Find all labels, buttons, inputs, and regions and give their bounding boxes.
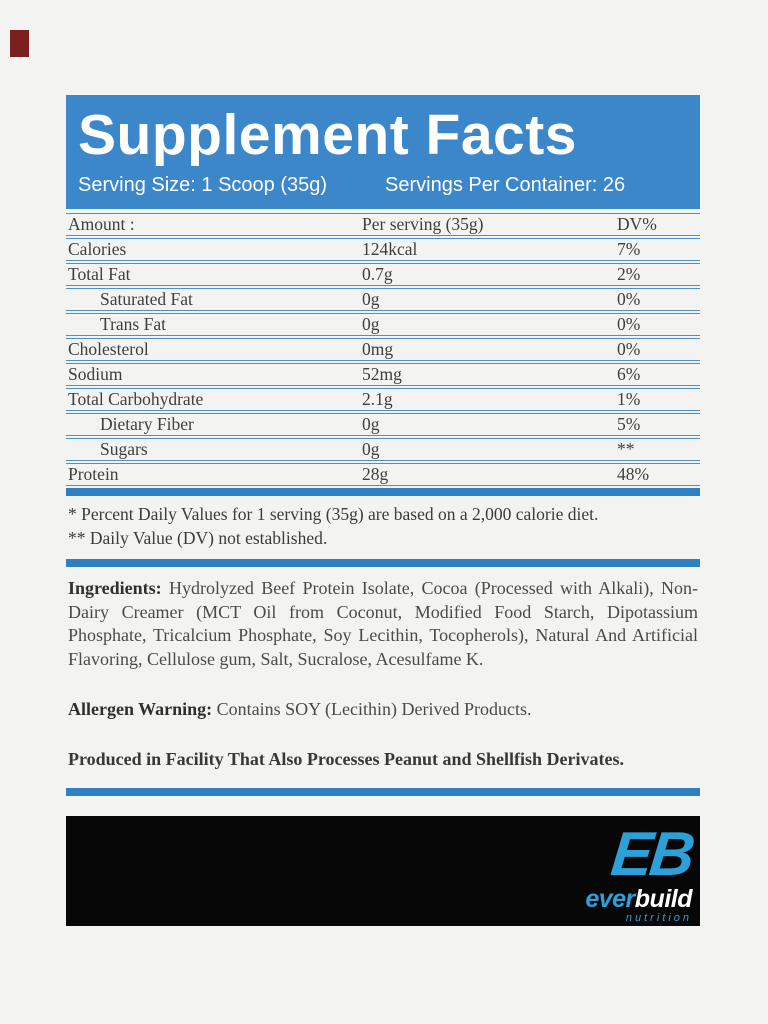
eb-monogram-icon: EB — [608, 820, 696, 889]
nutrient-label: Trans Fat — [100, 314, 166, 334]
nutrient-amount: 0mg — [362, 339, 394, 359]
nutrient-dv: 48% — [617, 464, 650, 484]
footnotes-block: * Percent Daily Values for 1 serving (35… — [66, 496, 700, 557]
nutrient-label: Total Fat — [68, 264, 131, 284]
facts-table-body: Calories 124kcal 7% Total Fat 0.7g 2% Sa… — [66, 238, 700, 486]
table-row: Sugars 0g ** — [66, 438, 700, 461]
facts-header-row: Amount : Per serving (35g) DV% — [66, 213, 700, 236]
ingredients-text: Hydrolyzed Beef Protein Isolate, Cocoa (… — [68, 578, 698, 669]
supplement-facts-title: Supplement Facts — [78, 103, 577, 167]
serving-info-row: Serving Size: 1 Scoop (35g) Servings Per… — [78, 174, 688, 197]
brand-name-ever: ever — [585, 885, 635, 913]
table-row: Total Fat 0.7g 2% — [66, 263, 700, 286]
table-row: Sodium 52mg 6% — [66, 363, 700, 386]
nutrient-label: Sugars — [100, 439, 148, 459]
nutrient-amount: 124kcal — [362, 239, 418, 259]
dv-column-header: DV% — [617, 214, 657, 234]
footnote-dv-not-established: ** Daily Value (DV) not established. — [68, 528, 328, 548]
nutrient-amount: 0g — [362, 314, 380, 334]
amount-column-header: Amount : — [68, 214, 135, 234]
nutrient-dv: 0% — [617, 339, 641, 359]
nutrient-label: Protein — [68, 464, 119, 484]
nutrient-amount: 0g — [362, 439, 380, 459]
table-row: Total Carbohydrate 2.1g 1% — [66, 388, 700, 411]
ingredients-paragraph: Ingredients: Hydrolyzed Beef Protein Iso… — [66, 577, 700, 671]
thick-divider-bar-middle — [66, 559, 700, 567]
allergen-warning-text: Contains SOY (Lecithin) Derived Products… — [212, 699, 532, 719]
nutrient-dv: 0% — [617, 314, 641, 334]
nutrient-dv: 1% — [617, 389, 641, 409]
thick-divider-bar-top — [66, 488, 700, 496]
ingredients-label: Ingredients: — [68, 578, 162, 598]
nutrient-dv: 5% — [617, 414, 641, 434]
nutrient-dv: 6% — [617, 364, 641, 384]
nutrient-amount: 2.1g — [362, 389, 393, 409]
nutrient-amount: 0.7g — [362, 264, 393, 284]
supplement-label: Supplement Facts Serving Size: 1 Scoop (… — [66, 95, 700, 926]
nutrient-label: Cholesterol — [68, 339, 149, 359]
nutrient-dv: ** — [617, 439, 635, 459]
facts-table: Amount : Per serving (35g) DV% Calories … — [66, 213, 700, 486]
nutrient-dv: 7% — [617, 239, 641, 259]
brand-name: everbuild — [585, 885, 693, 913]
nutrient-label: Calories — [68, 239, 127, 259]
serving-size-text: Serving Size: 1 Scoop (35g) — [78, 174, 328, 196]
table-row: Trans Fat 0g 0% — [66, 313, 700, 336]
everbuild-logo: EB everbuild nutrition — [585, 820, 696, 924]
nutrient-dv: 0% — [617, 289, 641, 309]
brand-footer: EB everbuild nutrition — [66, 816, 700, 926]
nutrient-amount: 0g — [362, 289, 380, 309]
per-serving-column-header: Per serving (35g) — [362, 214, 484, 234]
nutrient-label: Saturated Fat — [100, 289, 193, 309]
allergen-warning-paragraph: Allergen Warning: Contains SOY (Lecithin… — [66, 699, 700, 720]
table-row: Saturated Fat 0g 0% — [66, 288, 700, 311]
red-mark — [10, 30, 29, 57]
table-row: Calories 124kcal 7% — [66, 238, 700, 261]
nutrient-amount: 28g — [362, 464, 389, 484]
table-row: Protein 28g 48% — [66, 463, 700, 486]
nutrient-dv: 2% — [617, 264, 641, 284]
facility-warning-text: Produced in Facility That Also Processes… — [68, 749, 625, 769]
nutrient-amount: 0g — [362, 414, 380, 434]
nutrient-label: Total Carbohydrate — [68, 389, 204, 409]
supplement-facts-header: Supplement Facts Serving Size: 1 Scoop (… — [66, 95, 700, 209]
brand-tagline-nutrition: nutrition — [625, 912, 692, 924]
thick-divider-bar-bottom — [66, 788, 700, 796]
table-row: Cholesterol 0mg 0% — [66, 338, 700, 361]
nutrient-label: Sodium — [68, 364, 123, 384]
footnote-daily-values: * Percent Daily Values for 1 serving (35… — [68, 504, 599, 524]
table-row: Dietary Fiber 0g 5% — [66, 413, 700, 436]
servings-per-container-text: Servings Per Container: 26 — [385, 174, 626, 196]
nutrient-amount: 52mg — [362, 364, 402, 384]
nutrient-label: Dietary Fiber — [100, 414, 194, 434]
brand-name-build: build — [634, 885, 693, 913]
allergen-warning-label: Allergen Warning: — [68, 699, 213, 719]
